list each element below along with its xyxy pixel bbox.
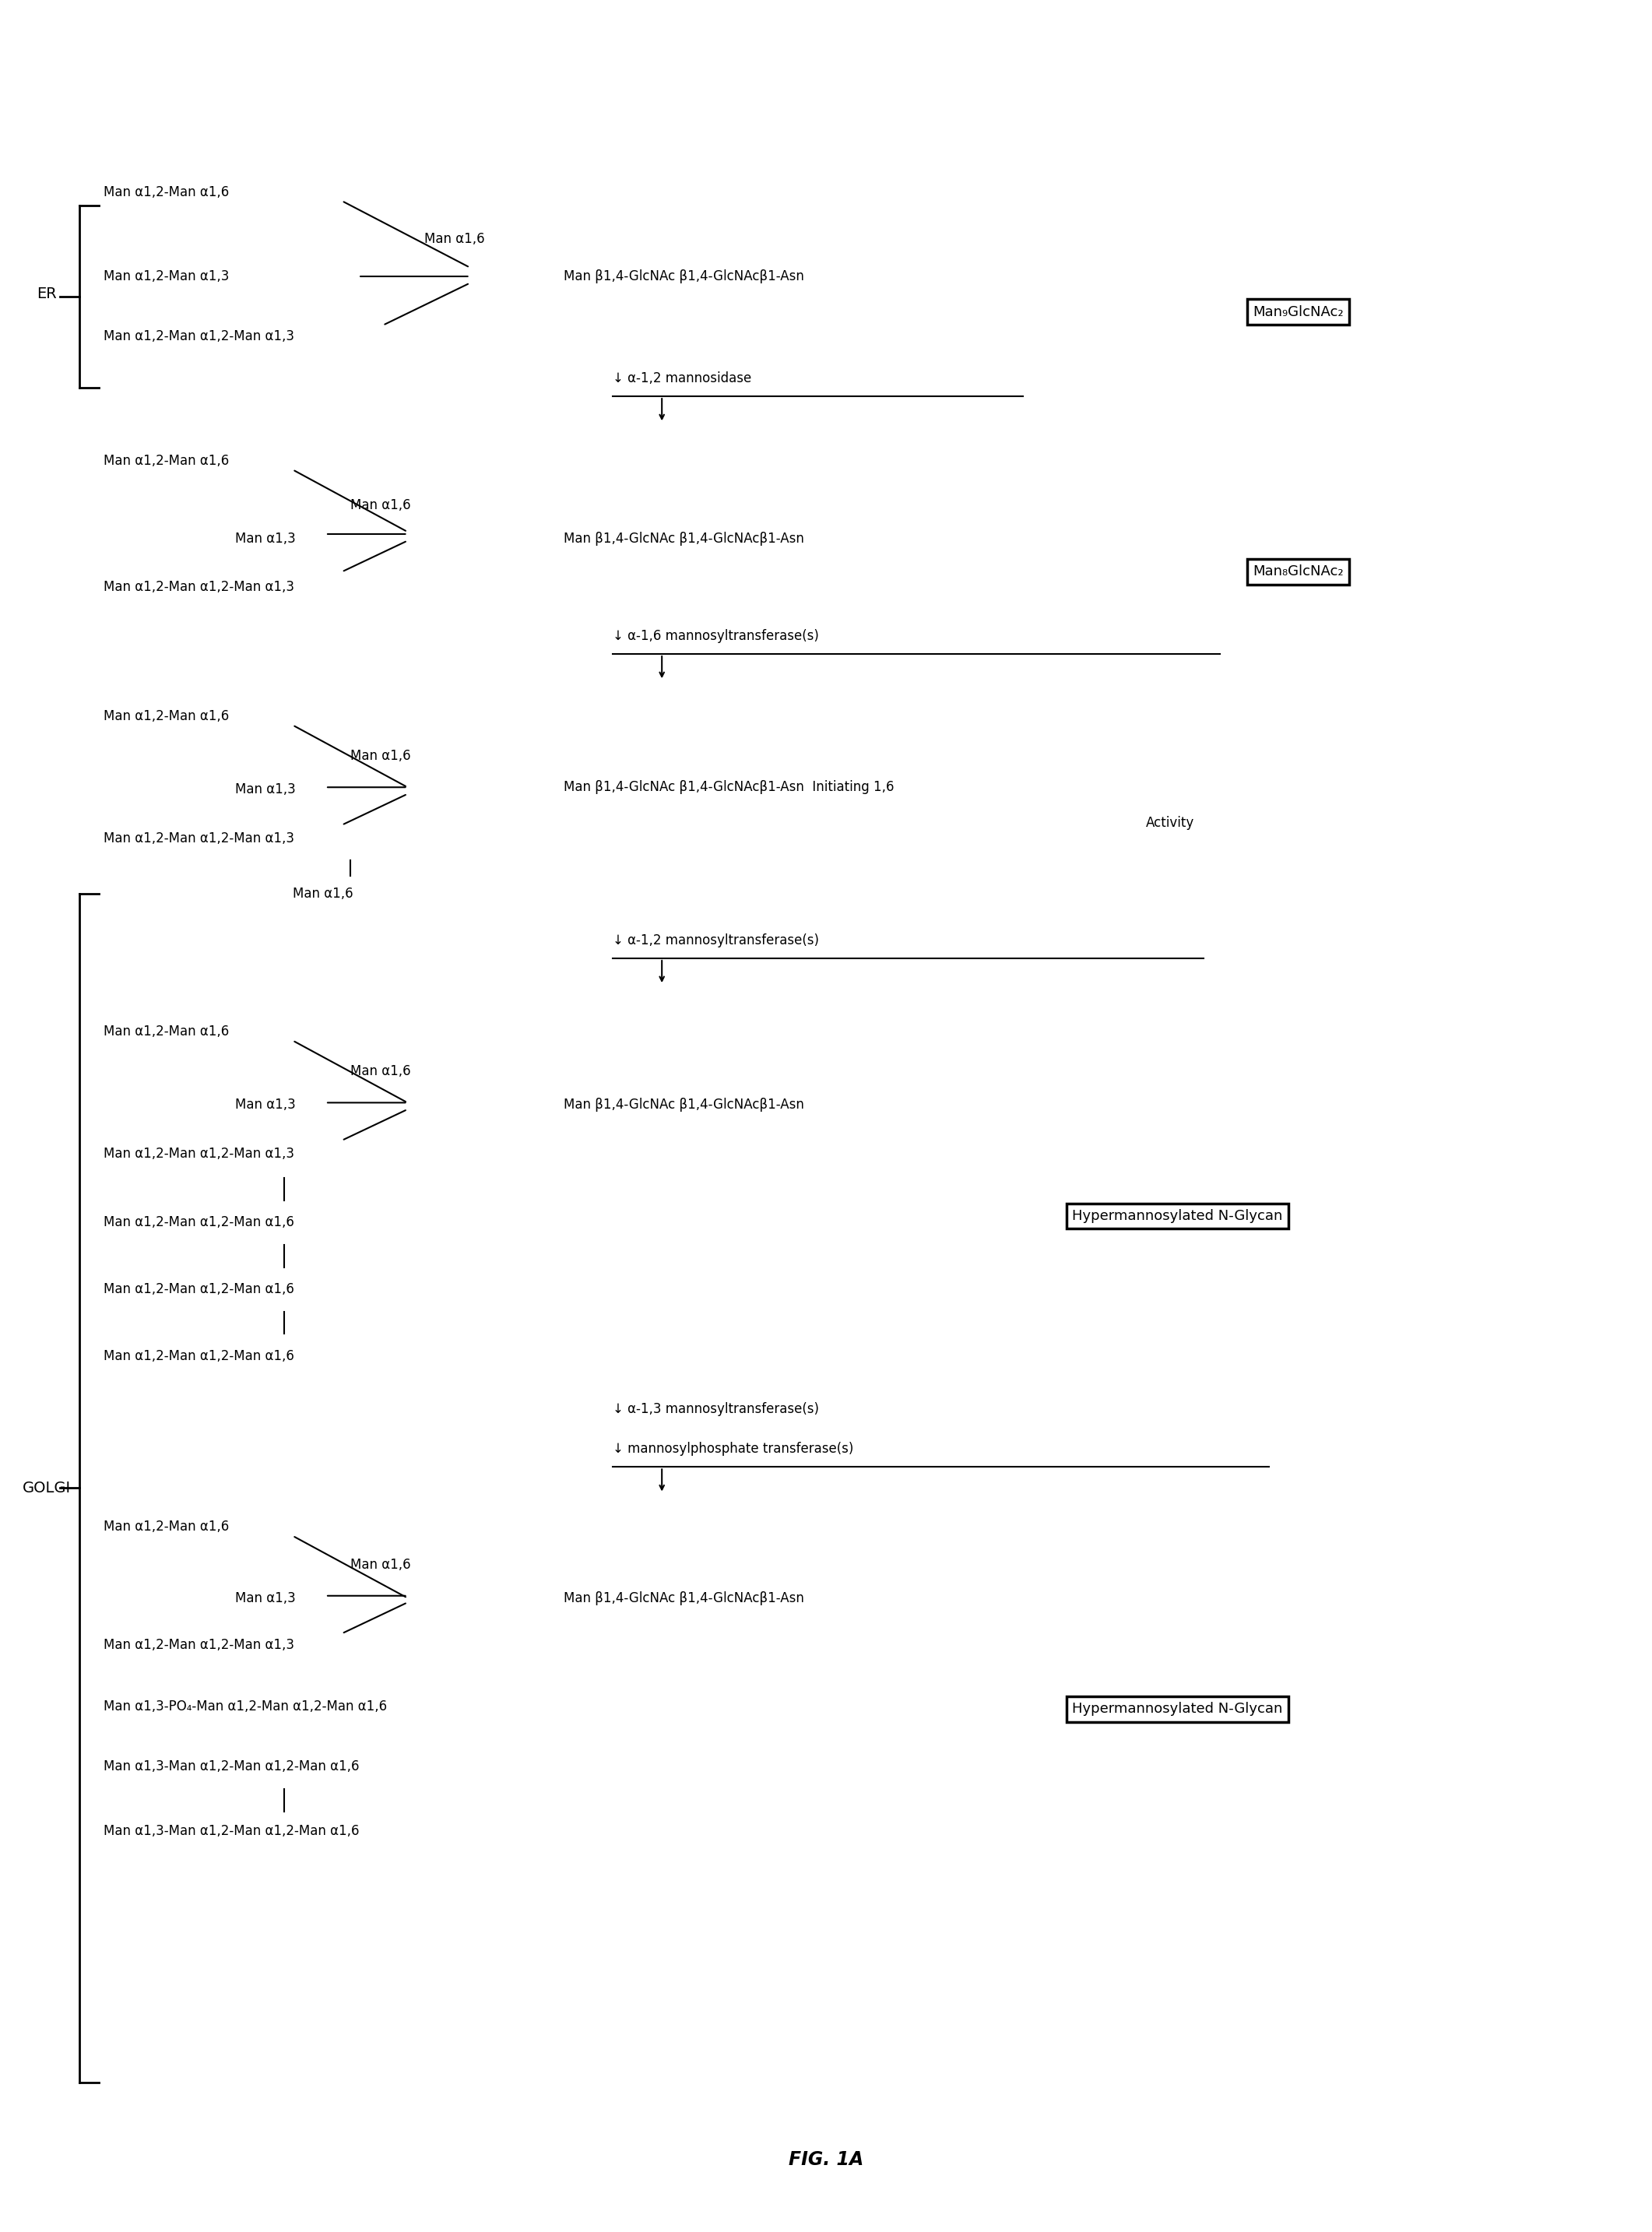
Text: Man α1,6: Man α1,6	[350, 1558, 410, 1571]
Text: ↓ α-1,3 mannosyltransferase(s): ↓ α-1,3 mannosyltransferase(s)	[613, 1402, 819, 1415]
Text: Man α1,2-Man α1,2-Man α1,3: Man α1,2-Man α1,2-Man α1,3	[104, 1147, 294, 1161]
Text: Man α1,2-Man α1,2-Man α1,3: Man α1,2-Man α1,2-Man α1,3	[104, 830, 294, 846]
Text: ER: ER	[36, 286, 56, 301]
Text: Man α1,3: Man α1,3	[235, 531, 296, 545]
Text: Hypermannosylated N-Glycan: Hypermannosylated N-Glycan	[1072, 1703, 1282, 1716]
Text: Man α1,2-Man α1,6: Man α1,2-Man α1,6	[104, 453, 230, 469]
Text: Man α1,3-PO₄-Man α1,2-Man α1,2-Man α1,6: Man α1,3-PO₄-Man α1,2-Man α1,2-Man α1,6	[104, 1701, 387, 1714]
Text: Man α1,6: Man α1,6	[350, 750, 410, 763]
Text: Man₈GlcNAc₂: Man₈GlcNAc₂	[1252, 565, 1343, 578]
Text: Man α1,2-Man α1,2-Man α1,6: Man α1,2-Man α1,2-Man α1,6	[104, 1216, 294, 1230]
Text: Man α1,2-Man α1,2-Man α1,3: Man α1,2-Man α1,2-Man α1,3	[104, 330, 294, 344]
Text: ↓ α-1,6 mannosyltransferase(s): ↓ α-1,6 mannosyltransferase(s)	[613, 629, 819, 643]
Text: Man α1,6: Man α1,6	[350, 1065, 410, 1078]
Text: Man β1,4-GlcNAc β1,4-GlcNAcβ1-Asn: Man β1,4-GlcNAc β1,4-GlcNAcβ1-Asn	[563, 531, 805, 545]
Text: Man α1,3: Man α1,3	[235, 1098, 296, 1112]
Text: Man α1,2-Man α1,6: Man α1,2-Man α1,6	[104, 1024, 230, 1038]
Text: Activity: Activity	[1146, 817, 1194, 830]
Text: Man β1,4-GlcNAc β1,4-GlcNAcβ1-Asn: Man β1,4-GlcNAc β1,4-GlcNAcβ1-Asn	[563, 1591, 805, 1605]
Text: Man β1,4-GlcNAc β1,4-GlcNAcβ1-Asn: Man β1,4-GlcNAc β1,4-GlcNAcβ1-Asn	[563, 270, 805, 283]
Text: ↓ α-1,2 mannosyltransferase(s): ↓ α-1,2 mannosyltransferase(s)	[613, 933, 819, 949]
Text: Man α1,3: Man α1,3	[235, 1591, 296, 1605]
Text: Man α1,2-Man α1,6: Man α1,2-Man α1,6	[104, 1520, 230, 1533]
Text: GOLGI: GOLGI	[21, 1480, 71, 1495]
Text: ↓ α-1,2 mannosidase: ↓ α-1,2 mannosidase	[613, 371, 752, 386]
Text: Man α1,2-Man α1,2-Man α1,6: Man α1,2-Man α1,2-Man α1,6	[104, 1348, 294, 1364]
Text: Man α1,2-Man α1,3: Man α1,2-Man α1,3	[104, 270, 230, 283]
Text: Man α1,6: Man α1,6	[350, 498, 410, 511]
Text: Man α1,3-Man α1,2-Man α1,2-Man α1,6: Man α1,3-Man α1,2-Man α1,2-Man α1,6	[104, 1759, 360, 1774]
Text: Man α1,3: Man α1,3	[235, 783, 296, 797]
Text: Man α1,2-Man α1,2-Man α1,6: Man α1,2-Man α1,2-Man α1,6	[104, 1281, 294, 1297]
Text: Man α1,2-Man α1,6: Man α1,2-Man α1,6	[104, 185, 230, 199]
Text: Man α1,3-Man α1,2-Man α1,2-Man α1,6: Man α1,3-Man α1,2-Man α1,2-Man α1,6	[104, 1824, 360, 1839]
Text: Man β1,4-GlcNAc β1,4-GlcNAcβ1-Asn: Man β1,4-GlcNAc β1,4-GlcNAcβ1-Asn	[563, 1098, 805, 1112]
Text: Man α1,2-Man α1,2-Man α1,3: Man α1,2-Man α1,2-Man α1,3	[104, 1638, 294, 1652]
Text: Hypermannosylated N-Glycan: Hypermannosylated N-Glycan	[1072, 1210, 1282, 1223]
Text: ↓ mannosylphosphate transferase(s): ↓ mannosylphosphate transferase(s)	[613, 1442, 854, 1455]
Text: FIG. 1A: FIG. 1A	[788, 2152, 864, 2170]
Text: Man α1,6: Man α1,6	[292, 886, 354, 902]
Text: Man α1,6: Man α1,6	[425, 232, 484, 246]
Text: Man α1,2-Man α1,2-Man α1,3: Man α1,2-Man α1,2-Man α1,3	[104, 580, 294, 594]
Text: Man₉GlcNAc₂: Man₉GlcNAc₂	[1252, 306, 1343, 319]
Text: Man β1,4-GlcNAc β1,4-GlcNAcβ1-Asn  Initiating 1,6: Man β1,4-GlcNAc β1,4-GlcNAcβ1-Asn Initia…	[563, 781, 894, 795]
Text: Man α1,2-Man α1,6: Man α1,2-Man α1,6	[104, 710, 230, 723]
